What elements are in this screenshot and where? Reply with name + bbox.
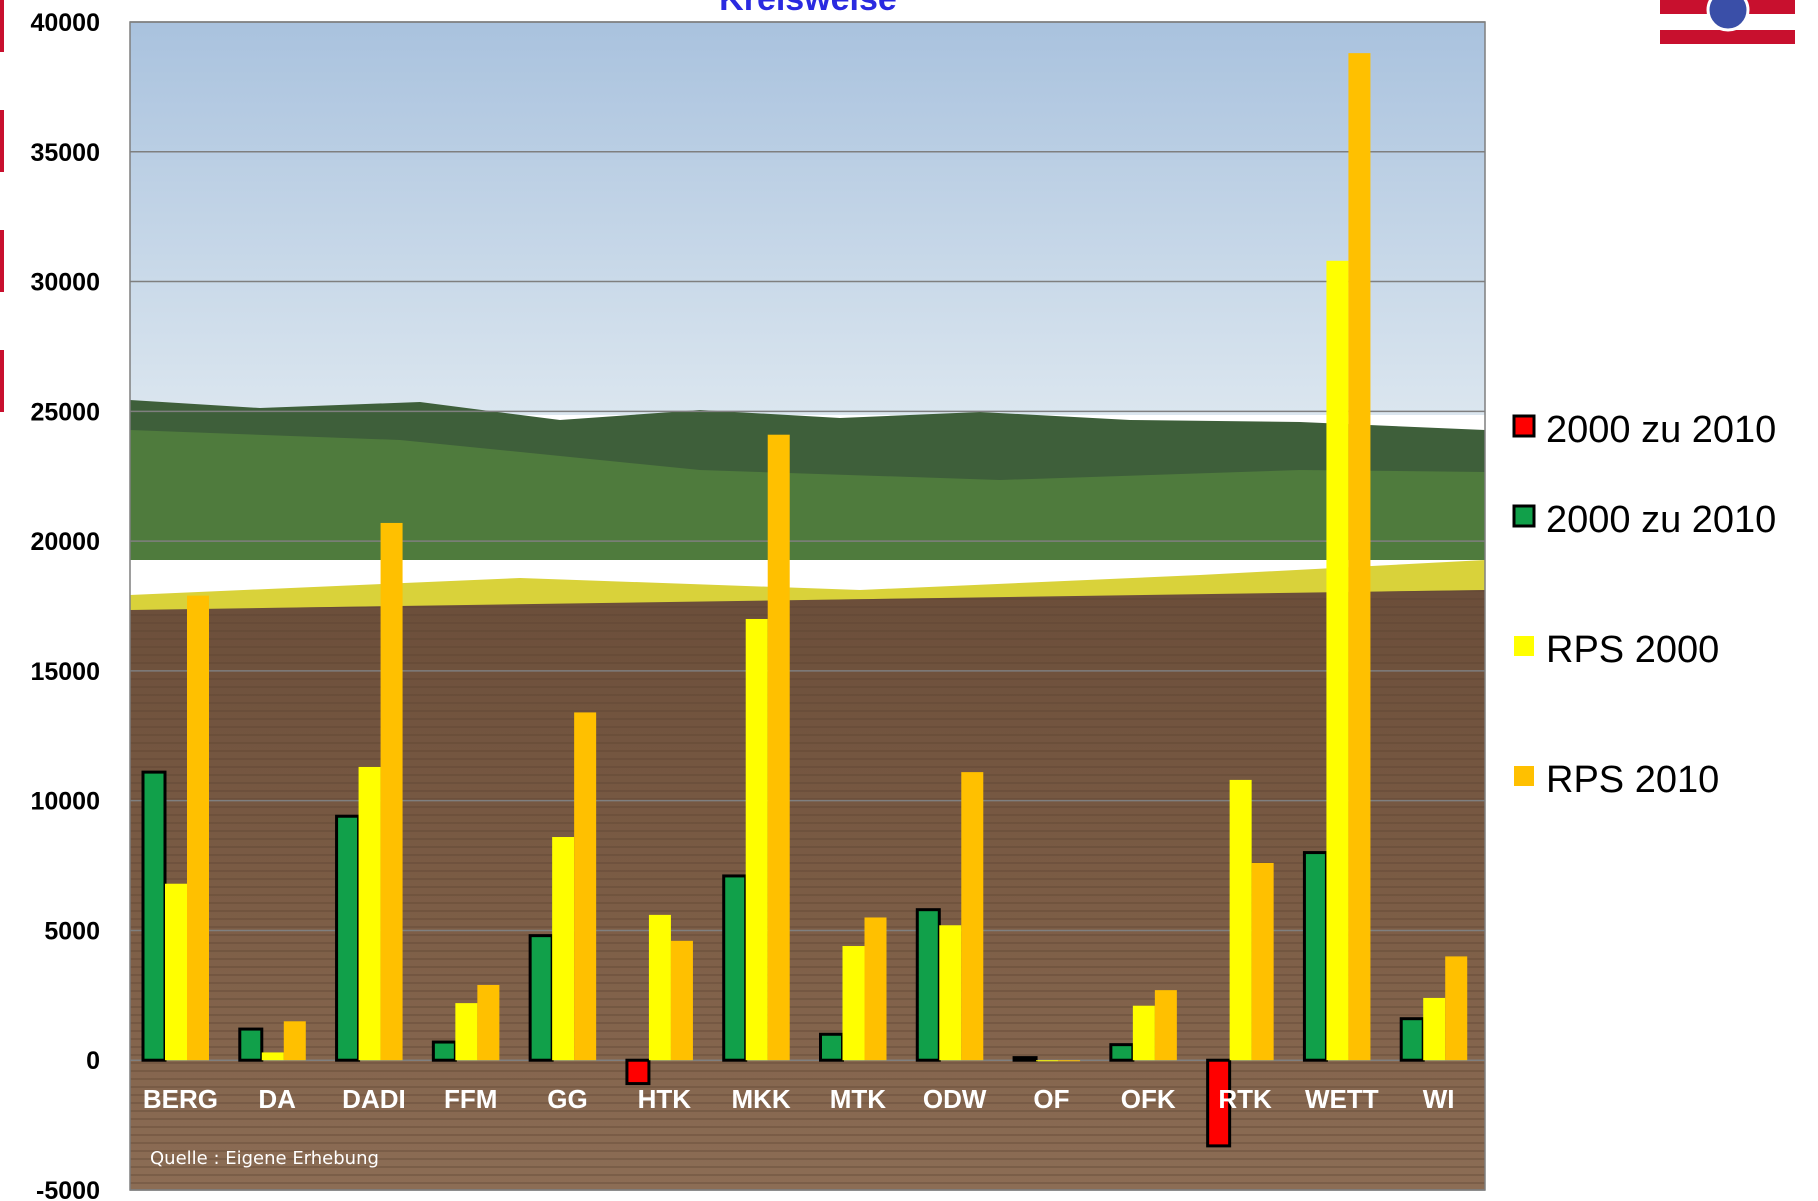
- bar-wett-series-1: [1326, 260, 1349, 1061]
- x-category-label: HTK: [638, 1084, 692, 1114]
- bar-dadi-series-0: [335, 814, 361, 1062]
- bar-wi-series-2: [1445, 956, 1468, 1061]
- bar-odw-series-1: [939, 925, 962, 1061]
- x-category-label: ODW: [923, 1084, 987, 1114]
- bar-mtk-series-1: [842, 946, 865, 1061]
- legend-label: RPS 2010: [1546, 759, 1719, 801]
- hesse-logo: [1660, 0, 1795, 44]
- bar-dadi-series-1: [358, 766, 381, 1061]
- bar-wett-series-2: [1348, 53, 1371, 1061]
- bar-berg-series-0: [141, 770, 167, 1062]
- slide-edge-marks: [0, 0, 4, 412]
- bar-ffm-series-0: [431, 1040, 457, 1062]
- x-category-label: WETT: [1305, 1084, 1379, 1114]
- x-category-label: OFK: [1121, 1084, 1176, 1114]
- x-category-label: MKK: [731, 1084, 790, 1114]
- legend-swatch: [1514, 636, 1534, 656]
- bar-wi-series-0: [1399, 1017, 1425, 1062]
- y-tick-label: 0: [86, 1047, 100, 1075]
- x-category-label: WI: [1423, 1084, 1455, 1114]
- bar-ofk-series-1: [1132, 1005, 1155, 1061]
- x-category-label: OF: [1033, 1084, 1069, 1114]
- bar-htk-series-2: [670, 940, 693, 1061]
- x-category-label: DADI: [342, 1084, 406, 1114]
- x-category-label: BERG: [143, 1084, 218, 1114]
- bar-berg-series-2: [187, 595, 209, 1061]
- bar-gg-series-2: [574, 712, 597, 1061]
- bar-ofk-series-2: [1154, 990, 1177, 1061]
- bar-of-series-2: [1058, 1060, 1081, 1062]
- bar-mkk-series-0: [722, 874, 748, 1062]
- y-tick-label: 30000: [30, 269, 100, 297]
- bar-rtk-series-2: [1251, 862, 1274, 1061]
- bar-ffm-series-2: [477, 984, 500, 1061]
- bar-berg-series-1: [165, 883, 187, 1061]
- source-note: Quelle : Eigene Erhebung: [150, 1148, 379, 1169]
- bars: [141, 53, 1468, 1148]
- legend-swatch: [1514, 766, 1534, 786]
- x-category-label: DA: [258, 1084, 296, 1114]
- y-tick-label: 25000: [30, 398, 100, 426]
- legend: 2000 zu 2010 2000 zu 2010 RPS 2000 RPS 2010: [1512, 409, 1776, 801]
- bar-mtk-series-0: [819, 1032, 844, 1062]
- plot-area-frame: [129, 21, 1486, 1191]
- x-axis-category-labels: BERG DA DADI FFM GG HTK MKK MTK ODW OF OFK RTK WETT W…: [143, 1084, 1455, 1114]
- bar-rtk-series-1: [1229, 779, 1252, 1061]
- x-category-label: RTK: [1218, 1084, 1272, 1114]
- y-tick-label: 35000: [30, 139, 100, 167]
- bar-htk-series-0: [625, 1058, 651, 1086]
- bar-da-series-0: [238, 1027, 264, 1062]
- x-category-label: GG: [547, 1084, 587, 1114]
- bar-dadi-series-2: [380, 522, 403, 1061]
- bar-gg-series-0: [528, 934, 554, 1062]
- y-tick-label: 15000: [30, 658, 100, 686]
- bar-htk-series-1: [648, 914, 671, 1061]
- bar-da-series-2: [283, 1021, 306, 1061]
- y-tick-label: 40000: [30, 9, 100, 37]
- bar-odw-series-0: [915, 908, 941, 1062]
- bar-of-series-1: [1036, 1060, 1059, 1062]
- y-axis-tick-labels: 40000 35000 30000 25000 20000 15000 10000 5000 0…: [30, 9, 100, 1201]
- y-tick-label: 20000: [30, 528, 100, 556]
- bar-odw-series-2: [961, 772, 984, 1061]
- bar-gg-series-1: [552, 837, 575, 1061]
- legend-swatch: [1512, 414, 1536, 438]
- bar-of-series-0: [1012, 1056, 1038, 1062]
- background-photo: [130, 22, 1485, 1190]
- bar-mkk-series-1: [745, 618, 768, 1061]
- x-category-label: MTK: [830, 1084, 887, 1114]
- legend-label: 2000 zu 2010: [1546, 409, 1776, 451]
- bar-ffm-series-1: [455, 1003, 478, 1061]
- legend-label: 2000 zu 2010: [1546, 499, 1776, 541]
- x-category-label: FFM: [444, 1084, 497, 1114]
- y-tick-label: 10000: [30, 788, 100, 816]
- legend-swatch: [1512, 504, 1536, 528]
- bar-wett-series-0: [1302, 851, 1328, 1062]
- bar-rtk-series-0: [1206, 1058, 1232, 1148]
- bar-wi-series-1: [1423, 997, 1446, 1061]
- y-tick-label: 5000: [44, 917, 100, 945]
- legend-label: RPS 2000: [1546, 629, 1719, 671]
- bar-da-series-1: [261, 1052, 284, 1061]
- gridlines: [129, 21, 1486, 1191]
- chart-title: Kreisweise: [719, 0, 897, 18]
- bar-mtk-series-2: [864, 917, 887, 1061]
- bar-mkk-series-2: [767, 434, 790, 1061]
- y-tick-label: -5000: [36, 1177, 100, 1201]
- bar-ofk-series-0: [1109, 1043, 1135, 1062]
